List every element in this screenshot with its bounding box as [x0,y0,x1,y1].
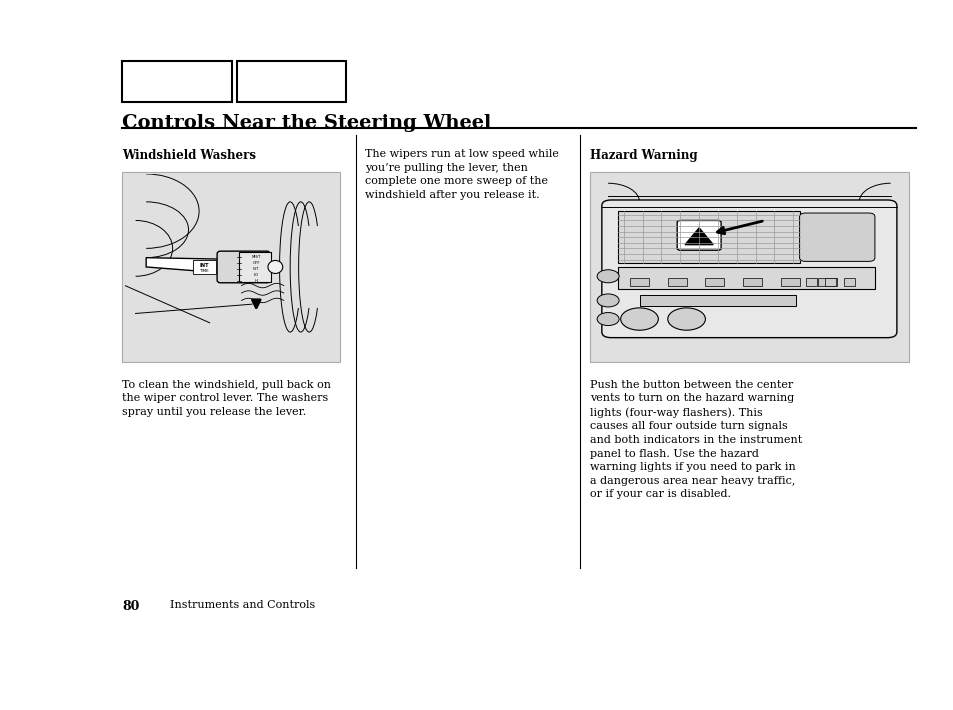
FancyBboxPatch shape [677,220,720,250]
Bar [617,211,799,263]
Bar [639,295,796,306]
Bar [617,267,874,289]
Text: MIST: MIST [252,255,261,258]
Text: Instruments and Controls: Instruments and Controls [170,600,314,610]
FancyBboxPatch shape [799,213,874,261]
Bar [704,278,723,287]
Bar [780,278,799,287]
Polygon shape [684,228,713,245]
Circle shape [597,294,618,307]
Bar [193,260,215,274]
Circle shape [620,308,658,330]
Bar [842,278,854,287]
Text: HI: HI [254,278,258,283]
Text: INT: INT [199,263,209,268]
Text: Windshield Washers: Windshield Washers [122,149,255,162]
Bar [122,172,339,362]
Circle shape [597,270,618,283]
Bar [589,172,908,362]
Polygon shape [146,258,241,274]
Bar [122,61,232,102]
Bar [629,278,648,287]
Bar [823,278,835,287]
Text: Push the button between the center
vents to turn on the hazard warning
lights (f: Push the button between the center vents… [589,380,801,499]
Circle shape [597,312,618,326]
FancyBboxPatch shape [217,251,270,283]
Bar [667,278,686,287]
Circle shape [268,261,282,273]
Text: INT: INT [253,267,259,271]
Text: LO: LO [253,273,258,277]
Text: OFF: OFF [253,261,260,265]
Bar [805,278,816,287]
Text: 80: 80 [122,600,139,613]
Text: To clean the windshield, pull back on
the wiper control lever. The washers
spray: To clean the windshield, pull back on th… [122,380,331,417]
Text: The wipers run at low speed while
you’re pulling the lever, then
complete one mo: The wipers run at low speed while you’re… [365,149,558,200]
Bar [236,61,346,102]
Circle shape [667,308,704,330]
FancyBboxPatch shape [601,200,896,338]
Bar [239,252,271,282]
Text: Hazard Warning: Hazard Warning [589,149,697,162]
Bar [818,278,837,287]
Text: TIME: TIME [199,268,209,273]
Bar [742,278,761,287]
Text: Controls Near the Steering Wheel: Controls Near the Steering Wheel [122,114,491,131]
